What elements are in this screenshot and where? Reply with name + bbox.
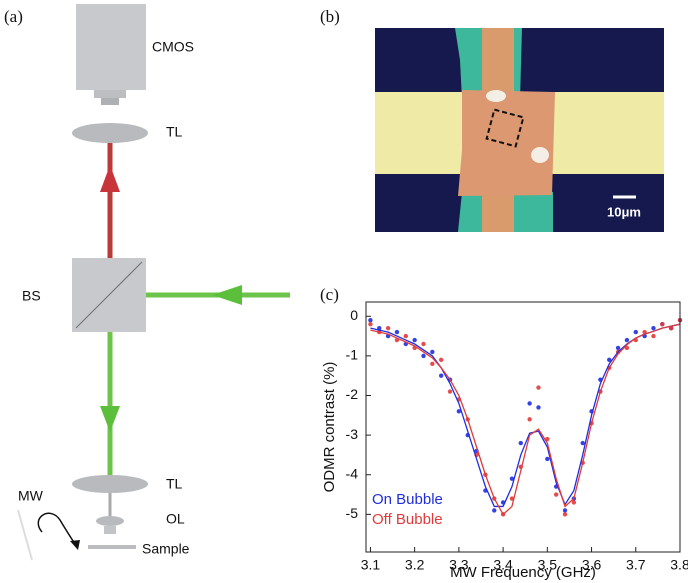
splitter-plane (75, 261, 143, 329)
y-tick-label: -3 (346, 426, 359, 442)
data-point (421, 353, 426, 359)
data-point (624, 345, 630, 351)
data-point (580, 440, 585, 446)
y-tick-label: -4 (346, 465, 359, 481)
y-tick-label: -1 (346, 347, 359, 363)
bubble (531, 147, 549, 163)
x-tick-label: 3.5 (538, 557, 558, 573)
scale-label: 10μm (607, 204, 641, 219)
label: TL (166, 124, 183, 140)
panel-label: (a) (4, 7, 23, 26)
microwave-arrow (37, 512, 77, 546)
label: TL (166, 476, 183, 492)
x-tick-label: 3.2 (405, 557, 425, 573)
y-axis-label: ODMR contrast (%) (321, 362, 338, 493)
data-point (438, 357, 444, 363)
data-point (368, 321, 373, 327)
data-point (430, 361, 435, 367)
label: BS (22, 288, 41, 304)
label: OL (166, 511, 185, 527)
legend-label: Off Bubble (372, 511, 443, 528)
roi-box (485, 108, 525, 148)
label: CMOS (152, 39, 194, 55)
data-point (492, 508, 497, 513)
panel-label: (c) (320, 285, 339, 304)
data-point (447, 389, 453, 394)
arrow (100, 165, 120, 192)
data-point (536, 405, 541, 410)
x-tick-label: 3.4 (493, 557, 513, 573)
lens (72, 475, 148, 493)
label: MW (18, 488, 44, 504)
x-tick-label: 3.3 (449, 557, 469, 573)
data-point (438, 373, 444, 378)
data-point (571, 500, 577, 505)
data-point (403, 333, 409, 339)
data-point (368, 318, 373, 323)
data-point (651, 325, 656, 331)
data-point (412, 337, 417, 343)
data-point (615, 345, 621, 351)
y-tick-label: 0 (350, 307, 358, 323)
data-point (624, 337, 630, 343)
data-point (456, 409, 462, 414)
label: Sample (142, 541, 190, 557)
data-point (607, 357, 612, 363)
data-point (633, 329, 638, 335)
setup-diagram: CMOS TL BS TL MW OL Sample (17, 4, 290, 561)
x-axis-label: MW Frequency (GHz) (450, 564, 596, 581)
y-tick-label: -2 (346, 386, 359, 402)
data-point (385, 325, 391, 331)
antenna (17, 509, 33, 561)
fit-line (370, 323, 681, 508)
cmos-mount (94, 90, 126, 98)
data-point (660, 321, 665, 327)
micrograph: 10μm (375, 28, 664, 232)
data-point (421, 341, 426, 347)
data-point (545, 456, 550, 462)
arrow (212, 285, 242, 305)
data-point (562, 508, 568, 513)
plot-frame (365, 301, 681, 553)
cmos-mount (101, 98, 119, 105)
data-point (509, 476, 515, 481)
arrow-head (70, 540, 80, 550)
data-point (527, 401, 532, 406)
bubble (486, 90, 506, 102)
data-point (562, 512, 568, 517)
data-point (518, 440, 523, 446)
sample-plate (88, 545, 136, 549)
cmos-body (76, 4, 146, 90)
x-tick-label: 3.1 (361, 557, 381, 573)
lens (72, 123, 148, 143)
data-point (394, 329, 400, 335)
fit-line (370, 323, 681, 516)
data-point (651, 333, 656, 339)
x-tick-label: 3.8 (670, 557, 688, 573)
panel-label: (b) (320, 7, 340, 26)
data-point (430, 349, 435, 355)
x-tick-label: 3.7 (626, 557, 646, 573)
x-tick-label: 3.6 (582, 557, 602, 573)
objective-tip (104, 526, 116, 534)
objective (96, 516, 124, 526)
data-point (536, 385, 541, 390)
y-tick-label: -5 (346, 505, 359, 521)
flake (458, 90, 555, 196)
arrow (100, 406, 120, 432)
data-point (527, 417, 532, 422)
legend-label: On Bubble (372, 491, 443, 508)
odmr-chart: 3.1 3.2 3.3 3.4 3.5 3.6 3.7 3.8 0 -1 -2 -3 -4 -5 MW Fr… (321, 301, 688, 581)
data-point (553, 492, 559, 497)
